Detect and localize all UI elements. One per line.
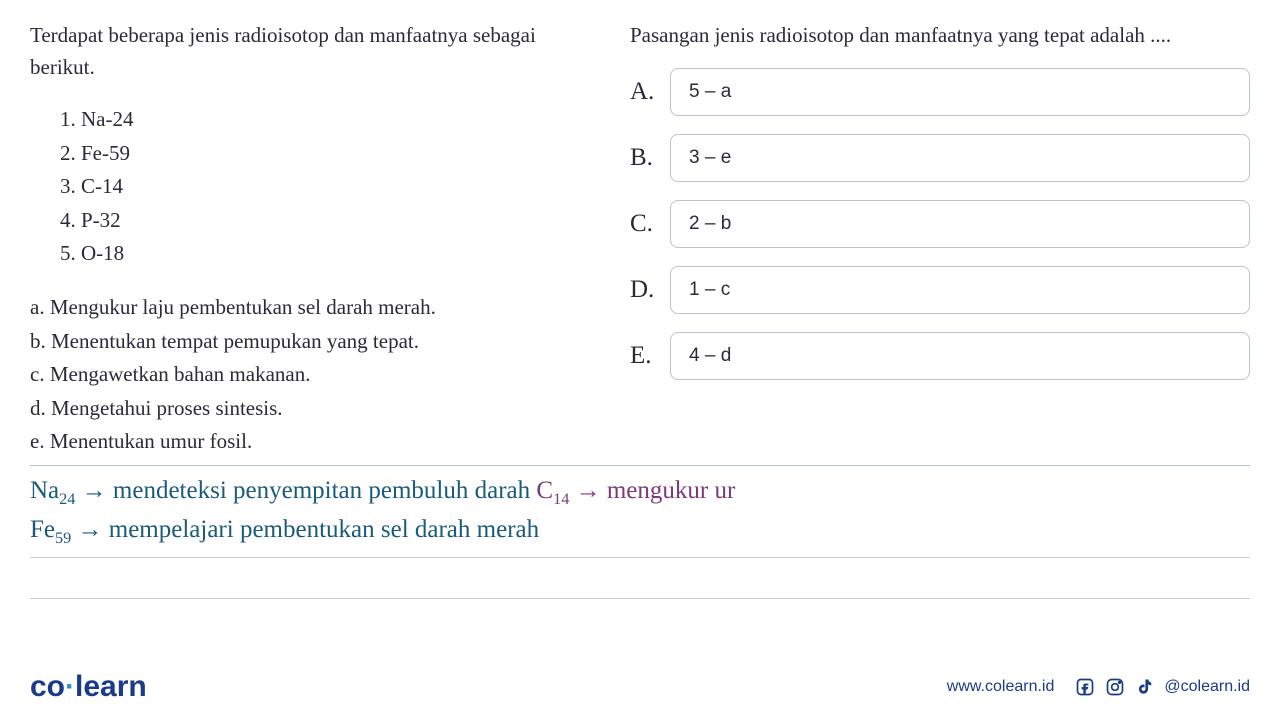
footer: co·learn www.colearn.id @colearn.id [0, 670, 1280, 704]
list-item: 5. O-18 [60, 237, 590, 271]
numbered-list: 1. Na-24 2. Fe-59 3. C-14 4. P-32 5. O-1… [60, 103, 590, 271]
option-letter: A. [630, 78, 656, 106]
hw-sub: 59 [55, 529, 71, 547]
handwriting-area: Na24 → mendeteksi penyempitan pembuluh d… [0, 466, 1280, 551]
option-d[interactable]: D. 1 – c [630, 266, 1250, 314]
list-item: 3. C-14 [60, 170, 590, 204]
option-letter: E. [630, 342, 656, 370]
option-a[interactable]: A. 5 – a [630, 68, 1250, 116]
question-right-column: Pasangan jenis radioisotop dan manfaatny… [630, 20, 1250, 459]
hw-sub: 14 [553, 490, 569, 508]
list-item: d. Mengetahui proses sintesis. [30, 392, 590, 426]
list-item: c. Mengawetkan bahan makanan. [30, 358, 590, 392]
hw-text: → mendeteksi penyempitan pembuluh darah [75, 477, 530, 504]
option-box: 1 – c [670, 266, 1250, 314]
social-handle: @colearn.id [1164, 678, 1250, 696]
hw-sub: 24 [59, 490, 75, 508]
website-link[interactable]: www.colearn.id [947, 678, 1055, 696]
list-item: 2. Fe-59 [60, 137, 590, 171]
list-item: b. Menentukan tempat pemupukan yang tepa… [30, 325, 590, 359]
hw-text: → mempelajari pembentukan sel darah mera… [71, 516, 539, 543]
handwriting-line-2: Fe59 → mempelajari pembentukan sel darah… [30, 511, 1250, 550]
logo-dot: · [65, 670, 75, 703]
hw-text: Na [30, 477, 59, 504]
footer-right: www.colearn.id @colearn.id [947, 676, 1250, 698]
list-item: 1. Na-24 [60, 103, 590, 137]
handwriting-line-1: Na24 → mendeteksi penyempitan pembuluh d… [30, 472, 1250, 511]
option-box: 4 – d [670, 332, 1250, 380]
logo-text: learn [75, 670, 147, 703]
logo: co·learn [30, 670, 147, 704]
facebook-icon[interactable] [1074, 676, 1096, 698]
hw-text: Fe [30, 516, 55, 543]
intro-text: Terdapat beberapa jenis radioisotop dan … [30, 20, 590, 83]
option-letter: B. [630, 144, 656, 172]
option-e[interactable]: E. 4 – d [630, 332, 1250, 380]
question-left-column: Terdapat beberapa jenis radioisotop dan … [30, 20, 590, 459]
options-list: A. 5 – a B. 3 – e C. 2 – b D. 1 – c E. 4… [630, 68, 1250, 380]
list-item: 4. P-32 [60, 204, 590, 238]
hw-text: C [536, 477, 553, 504]
tiktok-icon[interactable] [1134, 676, 1156, 698]
option-b[interactable]: B. 3 – e [630, 134, 1250, 182]
rule-line [30, 557, 1250, 558]
option-c[interactable]: C. 2 – b [630, 200, 1250, 248]
option-box: 3 – e [670, 134, 1250, 182]
question-text: Pasangan jenis radioisotop dan manfaatny… [630, 20, 1250, 52]
instagram-icon[interactable] [1104, 676, 1126, 698]
social-icons: @colearn.id [1074, 676, 1250, 698]
lettered-list: a. Mengukur laju pembentukan sel darah m… [30, 291, 590, 459]
option-letter: C. [630, 210, 656, 238]
option-box: 2 – b [670, 200, 1250, 248]
list-item: a. Mengukur laju pembentukan sel darah m… [30, 291, 590, 325]
list-item: e. Menentukan umur fosil. [30, 425, 590, 459]
option-box: 5 – a [670, 68, 1250, 116]
logo-text: co [30, 670, 65, 703]
rule-line [30, 598, 1250, 599]
option-letter: D. [630, 276, 656, 304]
hw-text: → mengukur ur [569, 477, 735, 504]
